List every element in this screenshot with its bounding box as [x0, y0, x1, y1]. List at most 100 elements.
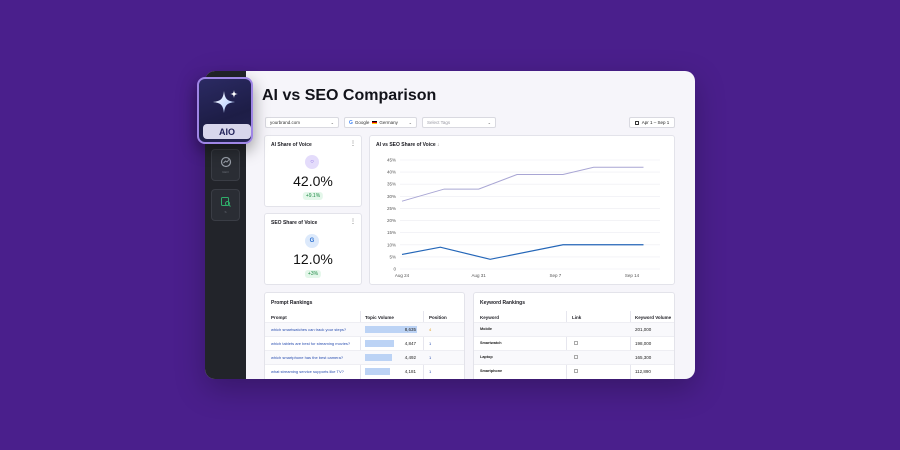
sidebar-item-ai-caption: GEO [222, 170, 229, 174]
prompt-rankings-title: Prompt Rankings [271, 300, 313, 306]
topic-volume-bar [365, 340, 395, 347]
engine-country-select[interactable]: G Google Germany ⌄ [344, 117, 417, 128]
calendar-icon [634, 120, 639, 125]
ai-share-card: AI Share of Voice ⋮ ○ 42.0% +9.1% [264, 135, 362, 207]
keyword-volume-value: 112,890 [635, 369, 651, 374]
topic-volume-bar [365, 368, 390, 375]
ai-series-line [401, 166, 644, 202]
seo-share-value: 12.0% [293, 251, 333, 267]
prompt-link[interactable]: which smartwatches can track your steps? [271, 327, 347, 332]
prompt-rankings-card: Prompt Rankings Prompt Topic Volume Posi… [264, 292, 465, 379]
topic-volume-bar [365, 326, 417, 333]
column-header-keyword-volume: Keyword Volume [635, 315, 672, 320]
x-tick-label: Aug 31 [472, 273, 487, 278]
x-tick-label: Sep 14 [625, 273, 640, 278]
keyword-value: Laptop [480, 355, 493, 359]
table-row[interactable]: which smartphone has the best camera? 4,4… [265, 350, 464, 364]
ai-chart-icon [220, 156, 231, 168]
prompt-link[interactable]: what streaming service supports like TV? [271, 369, 344, 374]
table-row[interactable]: which smartwatches can track your steps?… [265, 322, 464, 336]
prompt-link[interactable]: which smartphone has the best camera? [271, 355, 344, 360]
domain-select[interactable]: yourbrand.com ⌄ [265, 117, 339, 128]
seo-share-delta: +3% [304, 270, 322, 278]
topic-volume-bar [365, 354, 393, 361]
table-row[interactable]: Smartphone 112,890 [474, 364, 674, 378]
topic-volume-value: 4,847 [404, 341, 416, 346]
sparkle-icon [213, 90, 238, 113]
topic-volume-value: 4,492 [404, 355, 416, 360]
position-value: 1 [429, 341, 432, 346]
column-header-prompt: Prompt [271, 315, 287, 320]
position-value: 4 [429, 327, 432, 332]
chevron-down-icon: ⌄ [330, 120, 334, 125]
position-value: 1 [429, 369, 432, 374]
ai-share-value: 42.0% [293, 173, 333, 189]
keyword-value: Mobile [480, 327, 493, 331]
y-tick-label: 25% [387, 206, 396, 211]
y-tick-label: 35% [387, 182, 396, 187]
keyword-rankings-title: Keyword Rankings [480, 300, 526, 306]
tags-placeholder: Select Tags [427, 120, 451, 125]
topic-volume-value: 8,635 [404, 327, 416, 332]
seo-share-card: SEO Share of Voice ⋮ G 12.0% +3% [264, 213, 362, 285]
sidebar-item-ai[interactable]: GEO [211, 149, 240, 181]
keyword-rankings-card: Keyword Rankings Keyword Link Keyword Vo… [473, 292, 675, 379]
table-row[interactable]: Smartwatch 198,000 [474, 336, 674, 350]
google-icon: G [349, 119, 353, 126]
external-link-icon[interactable] [574, 341, 578, 345]
chart-title: AI vs SEO Share of Voice ↓ [376, 142, 440, 148]
y-tick-label: 5% [389, 254, 396, 259]
table-row[interactable]: Laptop 165,300 [474, 350, 674, 364]
more-options-icon[interactable]: ⋮ [350, 141, 356, 147]
seo-share-title: SEO Share of Voice [271, 220, 318, 226]
share-of-voice-chart: 0 5% 10% 15% 20% 25% 30% 35% 40% 45% Aug 24 Aug 31 S… [387, 158, 660, 278]
chevron-down-icon: ⌄ [408, 120, 412, 125]
column-header-link: Link [572, 315, 582, 320]
column-header-keyword: Keyword [480, 315, 500, 320]
y-tick-label: 20% [387, 218, 396, 223]
app-window: GEO S AI vs SEO Comparison yourbrand.com… [205, 71, 695, 379]
seo-search-icon [220, 197, 231, 207]
keyword-value: Smartphone [480, 369, 503, 373]
keyword-volume-value: 198,000 [635, 341, 652, 346]
external-link-icon[interactable] [574, 369, 578, 373]
date-range-value: Apr 1 – Sep 1 [641, 120, 670, 125]
keyword-value: Smartwatch [480, 341, 502, 345]
aio-app-badge[interactable]: AIO [197, 77, 253, 144]
x-tick-label: Sep 7 [549, 273, 561, 278]
page-title: AI vs SEO Comparison [262, 87, 437, 104]
domain-value: yourbrand.com [270, 120, 301, 125]
google-icon: G [305, 234, 319, 248]
y-tick-label: 40% [387, 170, 396, 175]
column-header-position: Position [429, 315, 447, 320]
table-row[interactable]: Mobile 201,000 [474, 322, 674, 336]
table-row[interactable]: which tablets are best for streaming mov… [265, 336, 464, 350]
position-value: 1 [429, 355, 432, 360]
tags-select[interactable]: Select Tags ⌄ [422, 117, 496, 128]
topic-volume-value: 4,181 [404, 369, 416, 374]
ai-chat-icon: ○ [305, 155, 319, 169]
y-tick-label: 0 [393, 267, 396, 272]
table-row[interactable]: what streaming service supports like TV?… [265, 364, 464, 378]
date-range-button[interactable]: Apr 1 – Sep 1 [629, 117, 675, 128]
seo-series-line [401, 244, 644, 260]
sidebar-item-seo-caption: S [224, 210, 227, 214]
y-tick-label: 10% [387, 242, 396, 247]
column-header-topic-volume: Topic Volume [365, 315, 394, 320]
share-of-voice-chart-card: AI vs SEO Share of Voice ↓ 0 5% 10% 15% 20% 2… [369, 135, 675, 285]
ai-share-title: AI Share of Voice [271, 142, 312, 148]
keyword-volume-value: 201,000 [635, 327, 652, 332]
chevron-down-icon: ⌄ [487, 120, 491, 125]
sidebar-item-seo[interactable]: S [211, 189, 240, 221]
aio-label: AIO [203, 124, 251, 139]
x-tick-label: Aug 24 [395, 273, 410, 278]
y-tick-label: 45% [387, 158, 396, 163]
external-link-icon[interactable] [574, 355, 578, 359]
keyword-volume-value: 165,300 [635, 355, 652, 360]
engine-value: Google [354, 120, 370, 125]
germany-flag-icon [372, 120, 378, 125]
ai-share-delta: +9.1% [302, 192, 324, 200]
y-tick-label: 15% [387, 230, 396, 235]
prompt-link[interactable]: which tablets are best for streaming mov… [271, 341, 351, 346]
more-options-icon[interactable]: ⋮ [350, 219, 356, 225]
